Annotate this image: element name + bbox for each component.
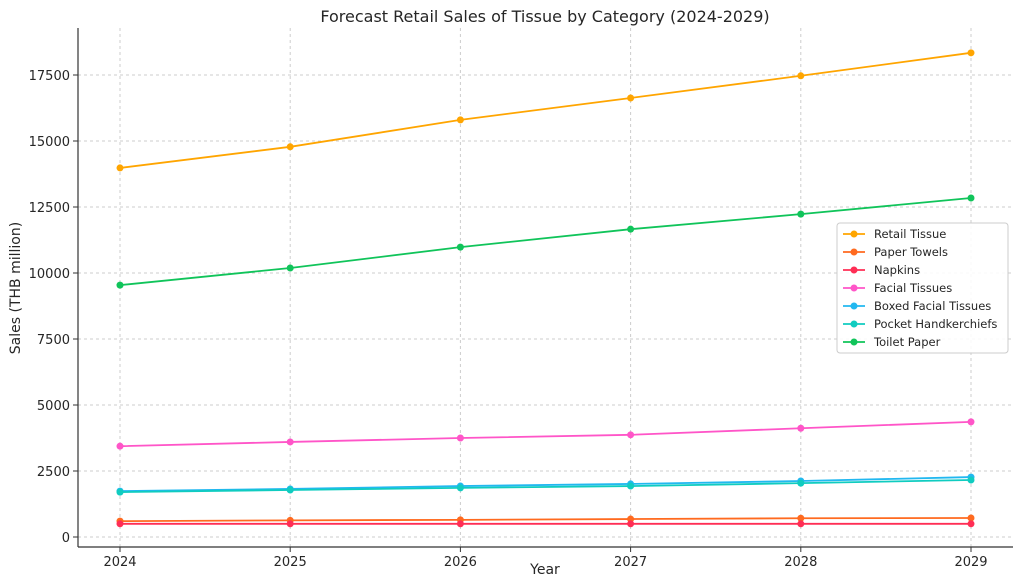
data-point-retail-tissue <box>456 116 464 124</box>
x-tick-label: 2026 <box>444 555 477 570</box>
data-point-napkins <box>116 520 124 528</box>
data-point-pocket-handkerchiefs <box>456 484 464 492</box>
series-line-paper-towels <box>119 517 972 523</box>
data-point-napkins <box>286 520 294 528</box>
data-point-toilet-paper <box>286 264 294 272</box>
legend-marker-paper-towels <box>850 248 858 256</box>
data-point-toilet-paper <box>627 225 635 233</box>
data-point-paper-towels <box>797 514 805 522</box>
y-ticks: 0 2500 5000 7500 10000 12500 15000 17500 <box>29 69 78 546</box>
legend-label-boxed-facial-tissues: Boxed Facial Tissues <box>874 299 991 313</box>
series-line-boxed-facial-tissues <box>119 476 972 492</box>
data-point-pocket-handkerchiefs <box>286 486 294 494</box>
data-point-toilet-paper <box>797 210 805 218</box>
y-tick-label: 0 <box>62 531 70 546</box>
data-point-facial-tissues <box>627 431 635 439</box>
legend-marker-napkins <box>850 266 858 274</box>
y-tick-label: 12500 <box>29 201 70 216</box>
series-line-facial-tissues <box>119 420 972 448</box>
data-point-toilet-paper <box>456 243 464 251</box>
x-tick-label: 2024 <box>103 555 136 570</box>
y-tick-label: 2500 <box>37 465 70 480</box>
data-point-pocket-handkerchiefs <box>967 476 975 484</box>
x-tick-label: 2028 <box>784 555 817 570</box>
legend-marker-pocket-handkerchiefs <box>850 320 858 328</box>
series-line-toilet-paper <box>119 197 972 287</box>
series-group <box>116 49 975 528</box>
data-point-facial-tissues <box>116 442 124 450</box>
y-tick-label: 17500 <box>29 69 70 84</box>
data-point-paper-towels <box>967 514 975 522</box>
legend-marker-toilet-paper <box>850 338 858 346</box>
legend-box <box>836 222 1009 354</box>
legend-label-napkins: Napkins <box>874 263 920 277</box>
legend-marker-boxed-facial-tissues <box>850 302 858 310</box>
y-tick-label: 10000 <box>29 267 70 282</box>
data-point-facial-tissues <box>286 438 294 446</box>
data-point-toilet-paper <box>116 281 124 289</box>
data-point-facial-tissues <box>797 424 805 432</box>
data-point-retail-tissue <box>116 164 124 172</box>
data-point-napkins <box>627 520 635 528</box>
data-point-retail-tissue <box>967 49 975 57</box>
legend: Retail Tissue Paper Towels Napkins Facial T… <box>836 222 1009 354</box>
legend-marker-facial-tissues <box>850 284 858 292</box>
legend-label-retail-tissue: Retail Tissue <box>874 227 946 241</box>
data-point-retail-tissue <box>797 72 805 80</box>
y-tick-label: 15000 <box>29 135 70 150</box>
y-tick-label: 5000 <box>37 399 70 414</box>
series-line-retail-tissue <box>119 51 972 169</box>
x-tick-label: 2029 <box>954 555 987 570</box>
legend-label-facial-tissues: Facial Tissues <box>874 281 952 295</box>
legend-label-pocket-handkerchiefs: Pocket Handkerchiefs <box>874 317 997 331</box>
data-point-pocket-handkerchiefs <box>627 482 635 490</box>
data-point-retail-tissue <box>286 143 294 151</box>
y-axis-label: Sales (THB million) <box>8 222 24 354</box>
x-axis-label: Year <box>529 562 560 576</box>
legend-label-toilet-paper: Toilet Paper <box>873 335 941 349</box>
y-tick-label: 7500 <box>37 333 70 348</box>
x-ticks: 2024 2025 2026 2027 2028 2029 <box>103 547 988 570</box>
x-tick-label: 2027 <box>614 555 647 570</box>
chart-title: Forecast Retail Sales of Tissue by Categ… <box>320 7 769 26</box>
data-point-pocket-handkerchiefs <box>797 479 805 487</box>
series-line-pocket-handkerchiefs <box>119 479 972 494</box>
data-point-napkins <box>456 520 464 528</box>
data-point-facial-tissues <box>456 434 464 442</box>
data-point-napkins <box>967 520 975 528</box>
legend-marker-retail-tissue <box>850 230 858 238</box>
x-tick-label: 2025 <box>274 555 307 570</box>
data-point-facial-tissues <box>967 418 975 426</box>
legend-label-paper-towels: Paper Towels <box>874 245 948 259</box>
data-point-napkins <box>797 520 805 528</box>
data-point-toilet-paper <box>967 194 975 202</box>
axes <box>77 28 1013 548</box>
data-point-retail-tissue <box>627 94 635 102</box>
data-point-pocket-handkerchiefs <box>116 488 124 496</box>
